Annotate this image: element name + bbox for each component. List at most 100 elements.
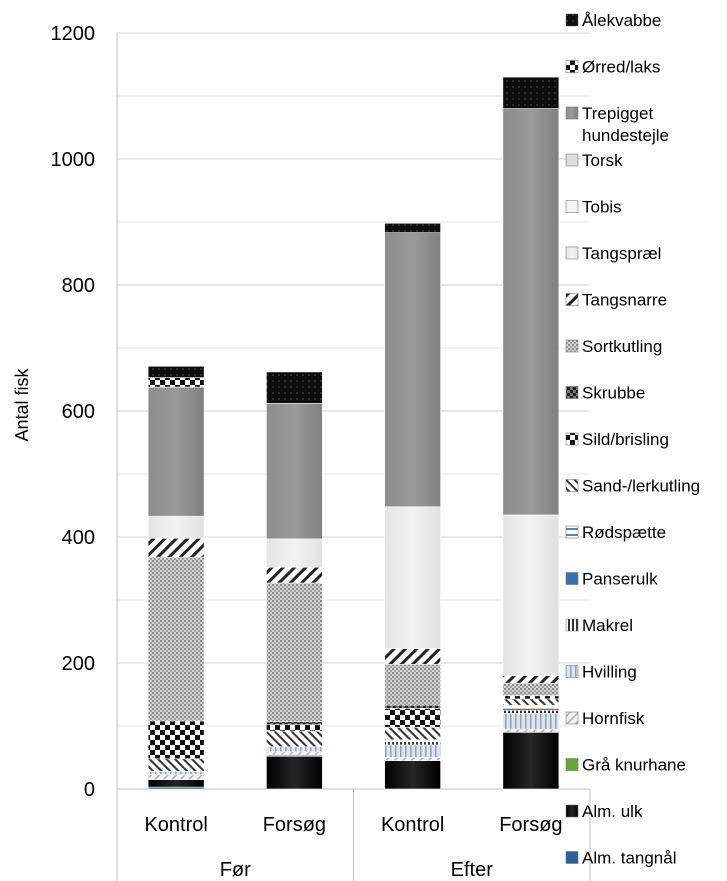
- bar-segment: [384, 741, 441, 746]
- bar-segment: [502, 728, 560, 733]
- legend-swatch: [565, 618, 579, 632]
- bar-segment: [502, 709, 560, 714]
- y-tick-label: 1000: [51, 149, 96, 171]
- bar-segment: [147, 377, 205, 388]
- legend-item: Torsk: [565, 151, 623, 170]
- bar-segment: [266, 751, 323, 756]
- bar-segment: [147, 774, 205, 780]
- legend-item: Panserulk: [565, 570, 658, 589]
- bar-segment: [266, 746, 323, 753]
- legend-item: Hornfisk: [565, 709, 645, 728]
- bar-segment: [266, 566, 323, 584]
- legend-label: Rødspætte: [582, 523, 666, 542]
- legend-label: Alm. tangnål: [582, 849, 677, 868]
- legend-item: Tangsnarre: [565, 291, 667, 310]
- legend-swatch: [565, 246, 579, 260]
- legend-swatch: [565, 153, 579, 167]
- bar-segment: [147, 365, 205, 378]
- bar-segment: [384, 760, 441, 790]
- bar-segment: [502, 713, 560, 730]
- legend-item: Sortkutling: [565, 337, 662, 356]
- bar-segment: [266, 721, 323, 726]
- legend-swatch: [565, 525, 579, 539]
- legend-swatch: [565, 200, 579, 213]
- bar-segment: [147, 556, 205, 722]
- legend-item: Grå knurhane: [565, 756, 686, 775]
- legend-swatch: [565, 60, 579, 73]
- y-tick-label: 800: [62, 275, 95, 297]
- bar-segment: [502, 108, 560, 516]
- bar-segment: [502, 675, 560, 684]
- y-tick-label: 0: [84, 779, 95, 801]
- y-tick-label: 1200: [51, 23, 96, 45]
- legend-label: Skrubbe: [582, 384, 645, 403]
- legend-item: Ålekvabbe: [565, 11, 661, 30]
- legend-item: Hvilling: [565, 663, 637, 682]
- y-tick-label: 200: [62, 653, 95, 675]
- legend-label: Trepigget: [582, 104, 653, 123]
- bars: [147, 76, 560, 790]
- x-group-label: Før: [220, 859, 251, 881]
- legend-swatch: [565, 432, 579, 446]
- bar-segment: [147, 386, 205, 517]
- y-axis-title: Antal fisk: [12, 367, 32, 441]
- bar-segment: [384, 704, 441, 709]
- bar-segment: [147, 771, 205, 775]
- legend-swatch: [565, 479, 579, 492]
- bar-segment: [384, 506, 441, 649]
- y-tick-label: 600: [62, 401, 95, 423]
- legend-label: Tobis: [582, 198, 622, 217]
- bar-segment: [502, 682, 560, 697]
- legend-label: Alm. ulk: [582, 802, 643, 821]
- bar-segment: [147, 758, 205, 772]
- legend-label: Panserulk: [582, 570, 658, 589]
- legend-label: Tangspræl: [582, 244, 661, 263]
- legend-label: Makrel: [582, 616, 633, 635]
- legend-label: Ålekvabbe: [582, 11, 661, 30]
- x-axis-labels: Kontrol Forsøg Kontrol Forsøg Før Efter: [144, 814, 562, 881]
- legend-swatch: [565, 804, 579, 818]
- bar-segment: [384, 222, 441, 234]
- legend-item: Rødspætte: [565, 523, 666, 542]
- bar-segment: [502, 514, 560, 676]
- bar-segment: [266, 730, 323, 748]
- bar-segment: [266, 724, 323, 732]
- x-tick-label: Kontrol: [144, 814, 207, 836]
- legend-item: Tangspræl: [565, 244, 661, 263]
- bar-segment: [384, 708, 441, 728]
- legend-swatch: [565, 339, 579, 353]
- bar-segment: [266, 755, 323, 790]
- bar-segment: [384, 726, 441, 741]
- legend-item: Sild/brisling: [565, 430, 669, 449]
- legend-label: Hornfisk: [582, 709, 645, 728]
- bar-segment: [266, 538, 323, 568]
- bar-segment: [502, 731, 560, 790]
- y-tick-labels: 0 200 400 600 800 1000 1200: [51, 23, 96, 801]
- bar-segment: [384, 232, 441, 508]
- x-group-label: Efter: [451, 859, 494, 881]
- bar-segment: [384, 744, 441, 758]
- bar-segment: [502, 698, 560, 706]
- legend-label: Torsk: [582, 151, 623, 170]
- legend-label: Hvilling: [582, 663, 637, 682]
- legend-item: Makrel: [565, 616, 633, 635]
- bar-segment: [147, 515, 205, 539]
- bar-segment: [147, 537, 205, 558]
- legend-label: Grå knurhane: [582, 756, 686, 775]
- legend: ÅlekvabbeØrred/laksTrepiggethundestejleT…: [565, 11, 700, 868]
- legend-swatch: [565, 665, 579, 678]
- bar-segment: [384, 663, 441, 706]
- legend-item: Alm. tangnål: [565, 849, 677, 868]
- legend-swatch: [565, 293, 579, 306]
- bar-segment: [502, 695, 560, 700]
- x-tick-label: Kontrol: [381, 814, 444, 836]
- legend-label: hundestejle: [582, 126, 669, 145]
- legend-item: Sand-/lerkutling: [565, 477, 700, 496]
- bar-segment: [384, 648, 441, 665]
- legend-swatch: [565, 572, 579, 585]
- legend-label: Tangsnarre: [582, 291, 667, 310]
- legend-item: Tobis: [565, 198, 622, 217]
- bar-segment: [147, 779, 205, 788]
- legend-item: Alm. ulk: [565, 802, 643, 821]
